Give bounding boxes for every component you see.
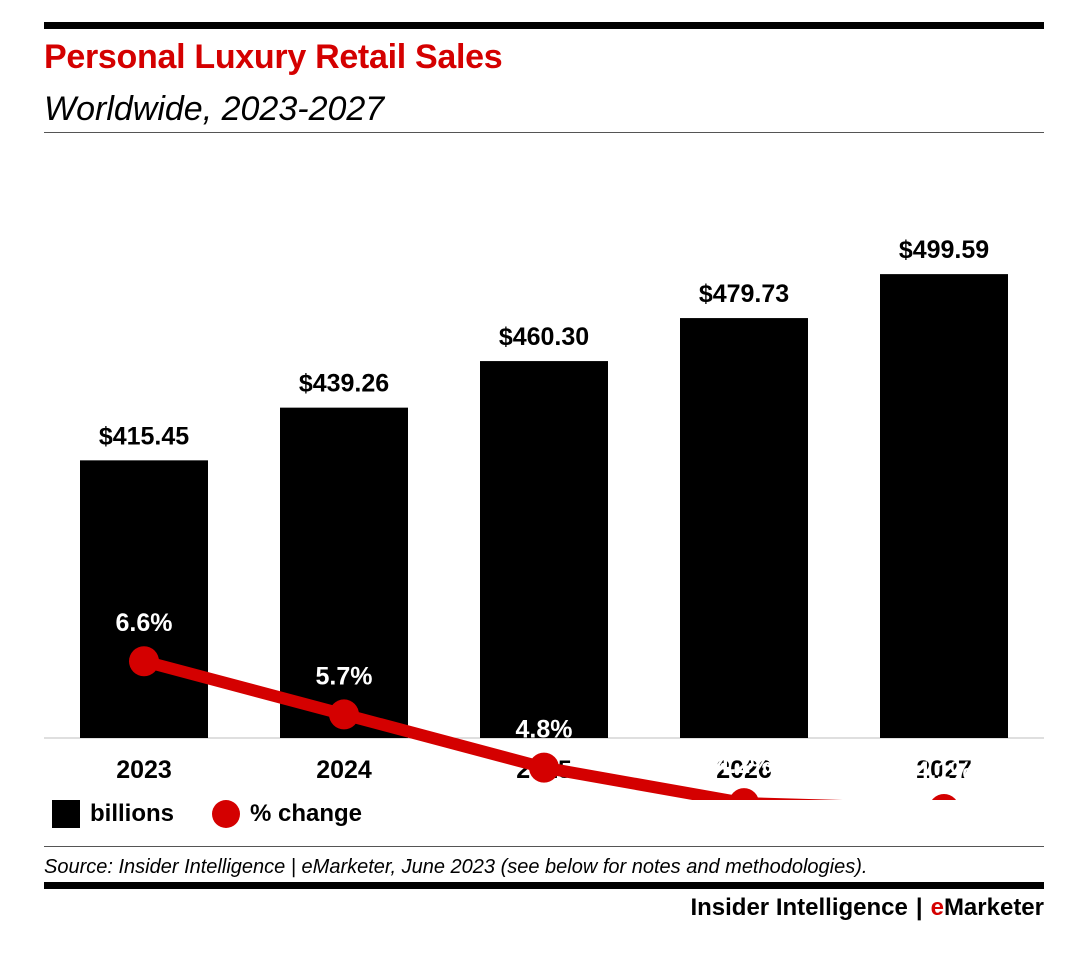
- chart-subtitle: Worldwide, 2023-2027: [44, 90, 385, 128]
- x-tick-label-2027: 2027: [916, 756, 972, 784]
- brand-separator: |: [915, 894, 923, 921]
- bar-value-label-2025: $460.30: [499, 323, 589, 351]
- bar-value-label-2027: $499.59: [899, 236, 989, 264]
- source-note: Source: Insider Intelligence | eMarketer…: [44, 856, 868, 878]
- bar-2023: [80, 460, 208, 738]
- legend-label-change: % change: [250, 800, 363, 827]
- change-label-2023: 6.6%: [116, 609, 173, 637]
- change-point-2024: [329, 699, 359, 730]
- change-label-2027: 4.1%: [916, 757, 973, 785]
- legend-swatch-dot: [212, 800, 240, 828]
- brand-right: Marketer: [943, 894, 1044, 921]
- brand-left: Insider Intelligence: [690, 894, 908, 921]
- bar-2025: [480, 361, 608, 738]
- brand-e: e: [930, 894, 944, 921]
- change-label-2025: 4.8%: [516, 716, 573, 744]
- x-tick-label-2024: 2024: [316, 756, 372, 784]
- bar-value-label-2026: $479.73: [699, 280, 789, 308]
- change-label-2024: 5.7%: [316, 662, 373, 690]
- brand-logo: Insider Intelligence | eMarketer: [690, 894, 1044, 922]
- bar-2027: [880, 274, 1008, 738]
- change-point-2027: [931, 793, 957, 800]
- bar-value-label-2023: $415.45: [99, 422, 189, 450]
- change-point-2026: [729, 788, 759, 800]
- change-label-2026: 4.2%: [716, 751, 773, 779]
- source-divider: [44, 846, 1044, 847]
- top-rule: [44, 22, 1044, 29]
- chart-legend: billions % change: [52, 800, 400, 828]
- title-divider: [44, 132, 1044, 133]
- legend-label-billions: billions: [90, 800, 174, 827]
- chart-title: Personal Luxury Retail Sales: [44, 38, 503, 76]
- change-point-2023: [129, 646, 159, 677]
- bottom-rule: [44, 882, 1044, 889]
- bar-value-label-2024: $439.26: [299, 370, 389, 398]
- chart-canvas: $415.452023$439.262024$460.302025$479.73…: [44, 236, 1044, 800]
- bar-2024: [280, 407, 408, 738]
- legend-item-billions: billions: [52, 800, 174, 828]
- legend-swatch-bar: [52, 800, 80, 828]
- legend-item-change: % change: [212, 800, 362, 828]
- bar-2026: [680, 318, 808, 738]
- x-tick-label-2026: 2026: [716, 756, 772, 784]
- change-point-2025: [529, 752, 559, 783]
- x-tick-label-2023: 2023: [116, 756, 172, 784]
